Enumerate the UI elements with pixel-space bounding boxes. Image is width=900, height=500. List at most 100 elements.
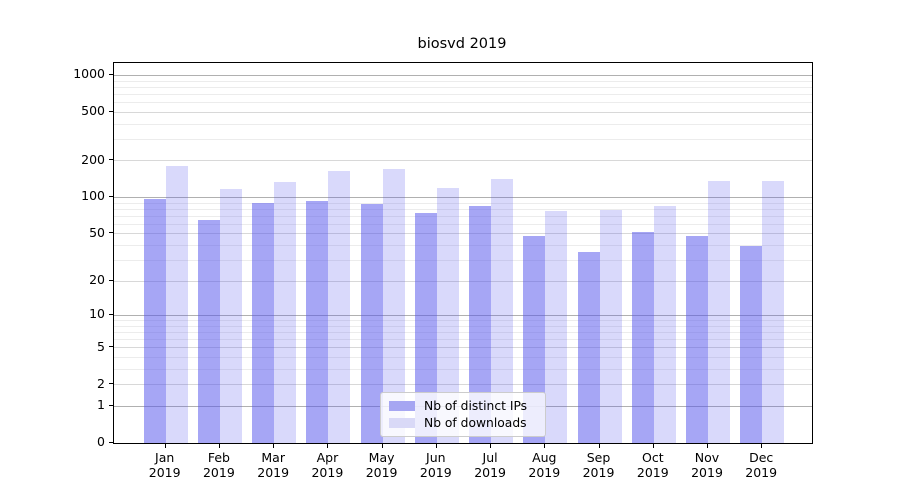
y-tick-label-10: 10 bbox=[89, 306, 105, 322]
bar-downloads-jan bbox=[165, 165, 188, 443]
x-tick-label-line: Jan bbox=[155, 450, 175, 465]
gridline-800 bbox=[114, 86, 812, 88]
y-tick-label-20: 20 bbox=[89, 272, 105, 288]
x-tick-mark bbox=[435, 444, 437, 448]
legend-row: Nb of downloads bbox=[381, 416, 545, 430]
x-tick-mark bbox=[327, 444, 329, 448]
bar-distinct-ips-nov bbox=[686, 235, 708, 443]
y-tick-label-500: 500 bbox=[81, 103, 105, 119]
x-tick-label-mar: Mar 2019 bbox=[245, 450, 301, 480]
x-tick-label-oct: Oct 2019 bbox=[625, 450, 681, 480]
y-tick-mark bbox=[109, 279, 113, 281]
gridline-3 bbox=[114, 368, 812, 370]
x-tick-label-line: Dec bbox=[749, 450, 774, 465]
x-tick-label-line: 2019 bbox=[311, 465, 344, 480]
x-tick-label-line: May bbox=[368, 450, 395, 465]
x-tick-label-line: 2019 bbox=[365, 465, 398, 480]
x-tick-label-line: 2019 bbox=[745, 465, 778, 480]
x-tick-label-line: 2019 bbox=[528, 465, 561, 480]
y-tick-mark bbox=[109, 73, 113, 75]
x-tick-label-line: Nov bbox=[694, 450, 720, 465]
x-tick-label-sep: Sep 2019 bbox=[571, 450, 627, 480]
bar-distinct-ips-jul bbox=[469, 206, 492, 443]
x-tick-label-nov: Nov 2019 bbox=[679, 450, 735, 480]
gridline-80 bbox=[114, 208, 812, 210]
gridline-50 bbox=[114, 233, 812, 235]
x-tick-label-line: 2019 bbox=[474, 465, 506, 480]
plot-area: Nb of distinct IPs Nb of downloads bbox=[113, 62, 813, 444]
gridline-200 bbox=[114, 160, 812, 162]
x-tick-mark bbox=[761, 444, 763, 448]
gridline-10 bbox=[114, 314, 812, 316]
bar-distinct-ips-jun bbox=[414, 212, 437, 443]
y-tick-mark bbox=[109, 196, 113, 197]
gridline-70 bbox=[114, 215, 812, 217]
x-tick-label-line: Jun bbox=[426, 450, 446, 465]
y-tick-mark bbox=[109, 159, 113, 161]
x-tick-label-jul: Jul 2019 bbox=[462, 450, 518, 480]
gridline-5 bbox=[114, 347, 812, 349]
bar-distinct-ips-may bbox=[360, 204, 383, 443]
gridline-100 bbox=[114, 197, 812, 198]
bar-distinct-ips-mar bbox=[252, 202, 275, 443]
bar-distinct-ips-jan bbox=[143, 198, 166, 443]
bar-distinct-ips-sep bbox=[577, 251, 600, 443]
y-tick-mark bbox=[109, 404, 113, 406]
x-tick-label-dec: Dec 2019 bbox=[733, 450, 789, 480]
gridline-500 bbox=[114, 111, 812, 113]
bar-distinct-ips-apr bbox=[306, 201, 329, 443]
x-tick-label-line: 2019 bbox=[691, 465, 723, 480]
y-tick-mark bbox=[109, 383, 113, 385]
x-tick-label-line: Oct bbox=[641, 450, 664, 465]
bar-downloads-may bbox=[382, 169, 405, 443]
y-tick-label-0: 0 bbox=[97, 434, 105, 449]
gridline-6 bbox=[114, 339, 812, 340]
gridline-30 bbox=[114, 259, 812, 261]
gridline-300 bbox=[114, 138, 812, 140]
gridline-9 bbox=[114, 320, 812, 321]
gridline-40 bbox=[114, 244, 812, 246]
bar-downloads-sep bbox=[599, 210, 622, 443]
y-tick-mark bbox=[109, 346, 113, 348]
bar-downloads-oct bbox=[653, 205, 676, 443]
gridline-600 bbox=[114, 102, 812, 104]
legend: Nb of distinct IPs Nb of downloads bbox=[380, 392, 546, 437]
gridline-400 bbox=[114, 123, 812, 125]
x-tick-mark bbox=[598, 444, 600, 448]
x-tick-mark bbox=[381, 444, 383, 448]
gridline-20 bbox=[114, 280, 812, 282]
x-tick-label-line: 2019 bbox=[582, 465, 615, 480]
x-tick-mark bbox=[544, 444, 546, 448]
gridline-900 bbox=[114, 80, 812, 82]
x-tick-label-line: 2019 bbox=[419, 465, 452, 480]
gridline-7 bbox=[114, 331, 812, 333]
x-tick-label-line: Feb bbox=[207, 450, 230, 465]
gridline-8 bbox=[114, 325, 812, 327]
x-tick-mark bbox=[218, 444, 220, 448]
legend-row: Nb of distinct IPs bbox=[381, 399, 545, 413]
x-tick-label-jan: Jan 2019 bbox=[137, 450, 193, 480]
x-tick-label-line: Aug bbox=[532, 450, 557, 465]
bar-downloads-mar bbox=[274, 181, 297, 443]
bar-downloads-jul bbox=[491, 179, 514, 443]
y-tick-label-1000: 1000 bbox=[73, 66, 105, 82]
x-tick-mark bbox=[707, 444, 708, 448]
x-tick-mark bbox=[652, 444, 654, 448]
x-tick-label-line: Jul bbox=[482, 450, 498, 465]
x-tick-label-line: 2019 bbox=[257, 465, 290, 480]
y-tick-label-50: 50 bbox=[89, 224, 105, 240]
x-tick-mark bbox=[490, 444, 492, 448]
x-tick-label-jun: Jun 2019 bbox=[408, 450, 464, 480]
bar-downloads-nov bbox=[708, 180, 730, 443]
chart-title: biosvd 2019 bbox=[417, 36, 507, 52]
x-tick-label-line: Sep bbox=[586, 450, 611, 465]
legend-swatch-distinct-ips bbox=[389, 401, 415, 411]
y-tick-mark bbox=[109, 110, 113, 112]
gridline-1000 bbox=[114, 74, 812, 76]
bar-distinct-ips-dec bbox=[740, 246, 763, 443]
y-tick-label-100: 100 bbox=[81, 188, 105, 204]
x-tick-label-line: 2019 bbox=[636, 465, 669, 480]
legend-label-distinct-ips: Nb of distinct IPs bbox=[424, 399, 528, 413]
y-tick-mark bbox=[109, 441, 113, 443]
